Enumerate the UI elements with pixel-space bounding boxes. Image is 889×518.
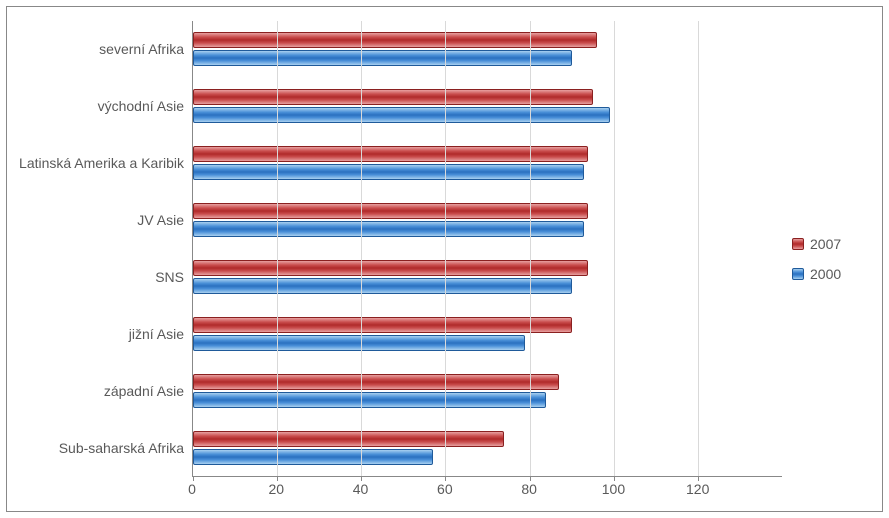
category-group — [193, 249, 782, 306]
bar — [193, 32, 597, 48]
y-axis-label: JV Asie — [137, 213, 184, 228]
y-axis-label: Sub-saharská Afrika — [59, 441, 184, 456]
bar — [193, 278, 572, 294]
category-group — [193, 305, 782, 362]
category-group — [193, 419, 782, 476]
y-axis-label: východní Asie — [98, 99, 184, 114]
legend-label: 2007 — [810, 236, 841, 252]
x-axis-label: 0 — [188, 481, 196, 497]
gridline — [698, 21, 699, 476]
chart-container: severní Afrika východní Asie Latinská Amer… — [0, 0, 889, 518]
bar — [193, 50, 572, 66]
x-axis-label: 20 — [268, 481, 284, 497]
bar — [193, 89, 593, 105]
legend-swatch — [792, 238, 804, 250]
y-axis-labels: severní Afrika východní Asie Latinská Amer… — [17, 21, 192, 477]
bar — [193, 221, 584, 237]
bar — [193, 374, 559, 390]
plot-row: severní Afrika východní Asie Latinská Amer… — [17, 21, 782, 477]
x-axis-label: 60 — [437, 481, 453, 497]
x-axis-label: 120 — [686, 481, 709, 497]
legend-label: 2000 — [810, 266, 841, 282]
y-axis-label: severní Afrika — [99, 42, 184, 57]
y-axis-label: SNS — [155, 270, 184, 285]
category-group — [193, 362, 782, 419]
bar — [193, 317, 572, 333]
bar — [193, 431, 504, 447]
gridline — [361, 21, 362, 476]
chart-border: severní Afrika východní Asie Latinská Amer… — [6, 6, 883, 512]
gridline — [614, 21, 615, 476]
bar — [193, 392, 546, 408]
bar — [193, 107, 610, 123]
legend: 2007 2000 — [792, 7, 882, 511]
plot-area — [192, 21, 782, 477]
legend-item: 2007 — [792, 236, 872, 252]
category-group — [193, 192, 782, 249]
category-group — [193, 135, 782, 192]
x-axis-spacer — [17, 477, 192, 501]
bar — [193, 449, 433, 465]
legend-item: 2000 — [792, 266, 872, 282]
gridline — [445, 21, 446, 476]
category-group — [193, 78, 782, 135]
gridline — [530, 21, 531, 476]
x-axis-labels: 020406080100120 — [192, 477, 782, 501]
y-axis-label: jižní Asie — [129, 327, 184, 342]
x-axis-row: 0 20 40 60 80 100 120 — [17, 477, 782, 501]
y-axis-label: Latinská Amerika a Karibik — [19, 156, 184, 171]
plot-wrap: severní Afrika východní Asie Latinská Amer… — [7, 7, 792, 511]
bar — [193, 164, 584, 180]
y-axis-label: západní Asie — [104, 384, 184, 399]
x-axis-label: 40 — [353, 481, 369, 497]
gridline — [277, 21, 278, 476]
x-axis-label: 80 — [521, 481, 537, 497]
bars-layer — [193, 21, 782, 476]
x-axis-label: 100 — [602, 481, 625, 497]
bar — [193, 335, 525, 351]
category-group — [193, 21, 782, 78]
legend-swatch — [792, 268, 804, 280]
